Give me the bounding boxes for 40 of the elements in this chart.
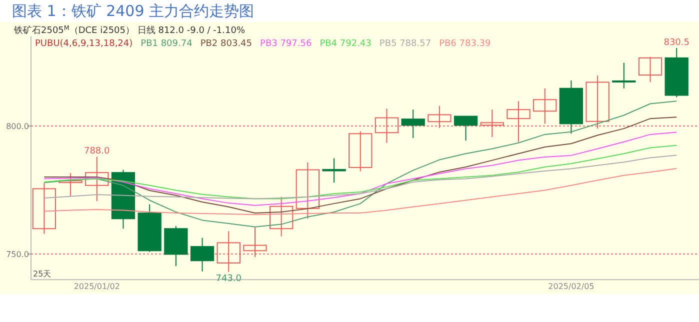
annotation: 788.0	[84, 146, 110, 157]
candlestick	[270, 196, 294, 237]
candlestick	[586, 75, 610, 130]
text: PB3 797.56	[260, 39, 312, 49]
legend-title: PUBU(4,6,9,13,18,24)	[35, 39, 133, 49]
line-series	[44, 144, 678, 200]
text: PB2 803.45	[200, 39, 252, 49]
y-tick-label: 750.0	[6, 250, 29, 259]
chart-subtitle: 铁矿石2505$^{M}$（DCE i2505） 日线 812.0 -9.0 / -1.10%	[13, 24, 246, 36]
candlestick	[216, 230, 240, 272]
candlestick	[58, 172, 82, 196]
candlestick	[190, 237, 214, 272]
x-tick-label: 2025/01/02	[74, 282, 120, 291]
candlestick	[454, 116, 478, 142]
candlestick	[506, 100, 530, 142]
text: PB4 792.43	[320, 39, 372, 49]
candlestick	[638, 56, 662, 82]
annotation: 743.0	[216, 274, 242, 284]
candlestick	[348, 130, 372, 172]
candlestick	[374, 108, 399, 144]
candlestick	[533, 88, 557, 124]
annotation: 830.5	[664, 38, 690, 48]
candlestick	[322, 158, 346, 184]
candlestick	[428, 105, 452, 129]
candlestick	[85, 156, 109, 202]
text: PB1 809.74	[140, 39, 193, 49]
candlestick	[32, 182, 56, 234]
line-series	[44, 132, 678, 206]
chart-title: 图表 1：铁矿 2409 主力合约走势图	[12, 2, 254, 20]
line-series	[44, 154, 678, 200]
candlestick	[243, 226, 267, 258]
candlestick	[296, 162, 320, 220]
x-tick-label: 2025/02/05	[548, 282, 594, 291]
candlestick	[401, 109, 425, 139]
candlestick	[480, 109, 504, 138]
y-tick-label: 800.0	[6, 122, 29, 131]
candlestick	[612, 62, 636, 89]
text: PB5 788.57	[379, 39, 432, 49]
annotation: 25天	[33, 270, 52, 279]
text: PB6 783.39	[439, 39, 492, 49]
